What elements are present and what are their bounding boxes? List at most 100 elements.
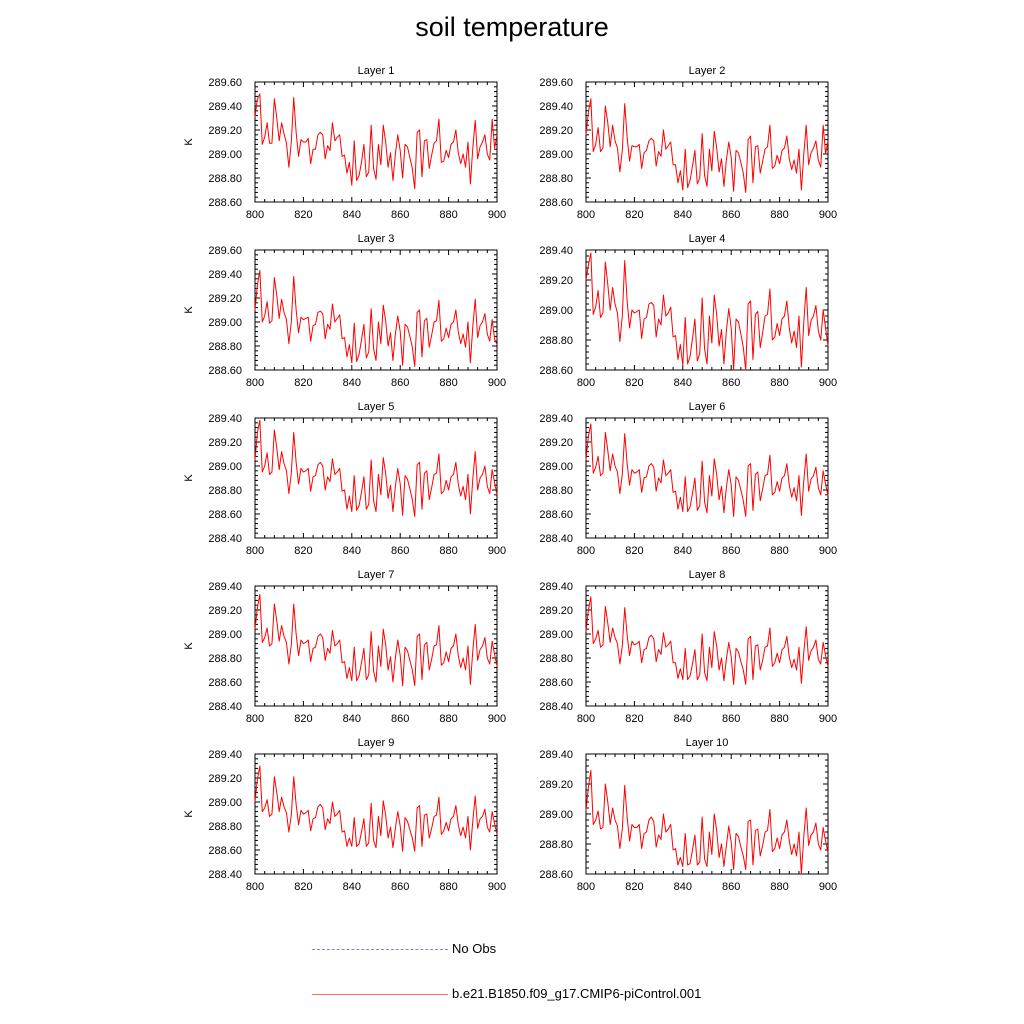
panel-title: Layer 10 [686, 737, 729, 749]
x-tick-label: 880 [439, 881, 457, 893]
panel-layer-9: Layer 9 K 800 820 840 860 880 900 288.40 288.60 28… [183, 737, 506, 893]
x-tick-label: 800 [577, 209, 595, 221]
y-tick-label: 289.00 [539, 809, 573, 821]
y-tick-label: 288.40 [208, 701, 242, 713]
x-tick-label: 840 [674, 209, 692, 221]
y-tick-label: 289.40 [539, 749, 573, 761]
x-tick-label: 840 [674, 377, 692, 389]
y-tick-label: 289.20 [539, 605, 573, 617]
y-tick-label: 288.60 [208, 845, 242, 857]
legend-label: No Obs [452, 941, 497, 956]
x-tick-label: 860 [722, 713, 740, 725]
series-line [585, 423, 829, 517]
x-tick-label: 820 [625, 713, 643, 725]
legend-dashed-line-swatch [312, 949, 448, 950]
x-tick-label: 820 [294, 377, 312, 389]
y-tick-label: 288.60 [208, 509, 242, 521]
x-tick-label: 900 [488, 545, 506, 557]
x-tick-label: 800 [246, 377, 264, 389]
series-line [585, 98, 829, 193]
x-tick-label: 800 [246, 881, 264, 893]
x-tick-label: 820 [625, 545, 643, 557]
y-tick-label: 289.00 [539, 305, 573, 317]
y-tick-label: 288.60 [539, 677, 573, 689]
x-tick-label: 880 [770, 713, 788, 725]
panel-title: Layer 2 [689, 65, 726, 77]
y-tick-label: 289.00 [208, 317, 242, 329]
y-tick-label: 288.60 [539, 365, 573, 377]
x-tick-label: 880 [770, 209, 788, 221]
y-tick-label: 289.40 [208, 413, 242, 425]
x-tick-label: 860 [391, 377, 409, 389]
y-tick-label: 288.80 [539, 653, 573, 665]
legend-solid-line-swatch [312, 994, 448, 995]
y-tick-label: 289.00 [539, 461, 573, 473]
panel-title: Layer 4 [689, 233, 726, 245]
series-line [254, 93, 498, 190]
y-tick-label: 289.20 [539, 275, 573, 287]
y-tick-label: 289.20 [208, 605, 242, 617]
y-tick-label: 288.60 [208, 365, 242, 377]
plot-frame [254, 417, 498, 539]
x-tick-label: 820 [294, 209, 312, 221]
y-tick-label: 289.00 [208, 149, 242, 161]
series-line [254, 593, 498, 687]
y-tick-label: 288.80 [539, 335, 573, 347]
panel-title: Layer 3 [358, 233, 395, 245]
y-tick-label: 289.20 [208, 437, 242, 449]
x-tick-label: 800 [577, 713, 595, 725]
y-tick-label: 289.20 [539, 437, 573, 449]
y-tick-label: 288.80 [539, 173, 573, 185]
x-tick-label: 840 [343, 377, 361, 389]
y-axis-label: K [183, 810, 195, 818]
y-tick-label: 289.20 [539, 125, 573, 137]
x-tick-label: 820 [294, 713, 312, 725]
series-line [254, 765, 498, 852]
y-tick-label: 288.80 [208, 341, 242, 353]
x-tick-label: 860 [722, 545, 740, 557]
x-tick-label: 840 [343, 209, 361, 221]
y-tick-label: 289.40 [539, 245, 573, 257]
x-tick-label: 860 [722, 209, 740, 221]
x-tick-label: 840 [674, 881, 692, 893]
y-tick-label: 289.60 [208, 245, 242, 257]
legend-entry-model: b.e21.B1850.f09_g17.CMIP6-piControl.001 [312, 985, 792, 1005]
x-tick-label: 880 [439, 545, 457, 557]
y-tick-label: 289.20 [208, 773, 242, 785]
y-tick-label: 289.00 [208, 629, 242, 641]
x-tick-label: 900 [488, 713, 506, 725]
panel-layer-4: Layer 4 800 820 840 860 880 900 288.60 288.80 289… [539, 233, 837, 389]
x-tick-label: 900 [488, 209, 506, 221]
x-tick-label: 900 [819, 881, 837, 893]
y-tick-label: 288.40 [539, 701, 573, 713]
y-axis-label: K [183, 642, 195, 650]
y-tick-label: 289.40 [208, 749, 242, 761]
y-tick-label: 288.60 [539, 869, 573, 881]
y-tick-label: 289.20 [208, 125, 242, 137]
series-line [254, 419, 498, 517]
legend-entry-no-obs: No Obs [312, 940, 792, 960]
y-tick-label: 288.60 [208, 677, 242, 689]
y-axis-label: K [183, 138, 195, 146]
y-tick-label: 289.00 [539, 149, 573, 161]
x-tick-label: 860 [722, 881, 740, 893]
x-tick-label: 880 [439, 377, 457, 389]
x-tick-label: 800 [246, 713, 264, 725]
x-tick-label: 880 [770, 881, 788, 893]
x-tick-label: 860 [391, 713, 409, 725]
x-tick-label: 800 [577, 545, 595, 557]
y-tick-label: 288.40 [539, 533, 573, 545]
x-tick-label: 820 [625, 209, 643, 221]
x-tick-label: 800 [577, 881, 595, 893]
y-tick-label: 289.40 [539, 101, 573, 113]
x-tick-label: 900 [819, 209, 837, 221]
x-tick-label: 860 [391, 545, 409, 557]
x-tick-label: 880 [439, 713, 457, 725]
x-tick-label: 860 [391, 881, 409, 893]
x-tick-label: 880 [770, 377, 788, 389]
y-tick-label: 288.60 [539, 509, 573, 521]
y-tick-label: 288.80 [539, 839, 573, 851]
panel-title: Layer 5 [358, 401, 395, 413]
plot-frame [585, 753, 829, 875]
plot-frame [254, 249, 498, 371]
